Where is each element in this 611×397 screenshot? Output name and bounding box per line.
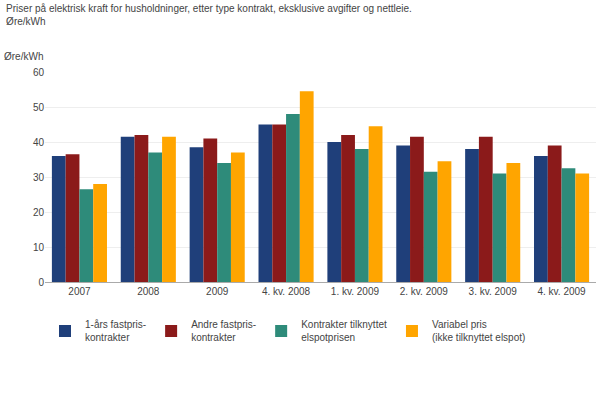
svg-text:20: 20 [33, 207, 45, 218]
svg-text:Priser på elektrisk kraft for: Priser på elektrisk kraft for husholdnin… [6, 3, 412, 27]
svg-text:4. kv. 2009: 4. kv. 2009 [537, 286, 586, 297]
svg-text:2007: 2007 [68, 286, 91, 297]
svg-text:4. kv. 2008: 4. kv. 2008 [262, 286, 311, 297]
svg-text:30: 30 [33, 172, 45, 183]
svg-text:10: 10 [33, 242, 45, 253]
svg-text:2009: 2009 [206, 286, 229, 297]
svg-text:Øre/kWh: Øre/kWh [4, 51, 43, 62]
svg-text:Variabel pris(ikke tilknyttet: Variabel pris(ikke tilknyttet elspot) [432, 319, 525, 343]
svg-text:50: 50 [33, 102, 45, 113]
svg-text:0: 0 [38, 277, 44, 288]
svg-text:1-års fastpris-kontrakter: 1-års fastpris-kontrakter [85, 319, 146, 343]
svg-text:2008: 2008 [137, 286, 160, 297]
svg-text:60: 60 [33, 67, 45, 78]
svg-text:2. kv. 2009: 2. kv. 2009 [400, 286, 449, 297]
svg-text:3. kv. 2009: 3. kv. 2009 [469, 286, 518, 297]
svg-text:1. kv. 2009: 1. kv. 2009 [331, 286, 380, 297]
svg-text:Andre fastpris-kontrakter: Andre fastpris-kontrakter [191, 319, 256, 343]
svg-text:40: 40 [33, 137, 45, 148]
svg-text:Kontrakter tilknyttetelspotpri: Kontrakter tilknyttetelspotprisen [301, 319, 387, 343]
